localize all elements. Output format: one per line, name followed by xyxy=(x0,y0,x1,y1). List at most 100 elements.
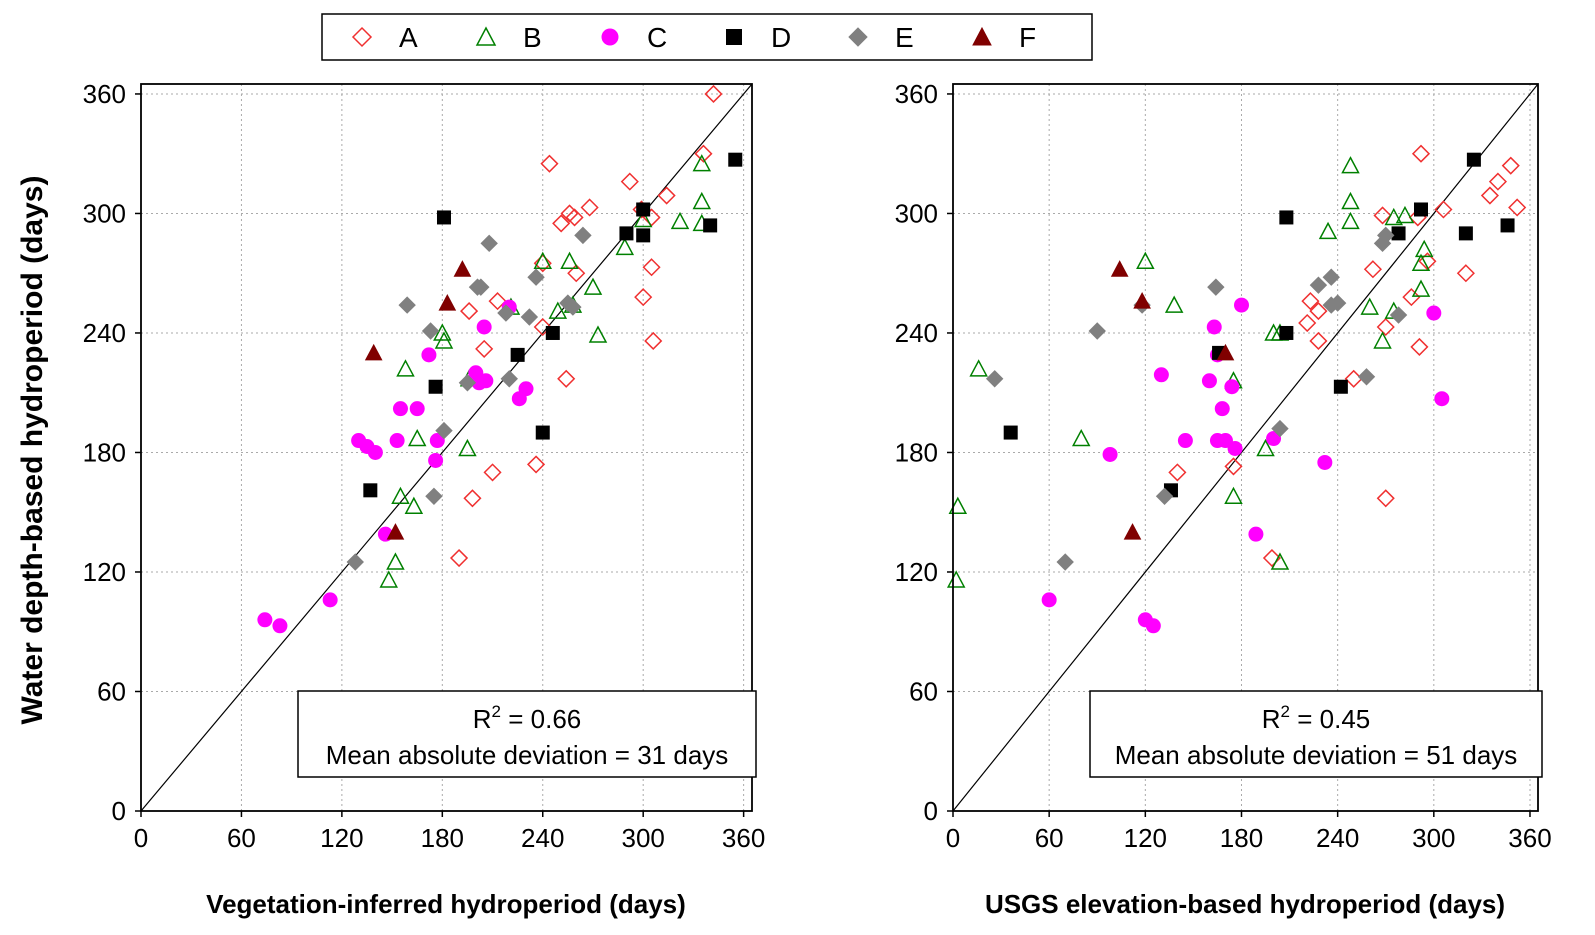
point-A xyxy=(642,258,661,277)
y-tick-label: 120 xyxy=(895,557,938,587)
point-C xyxy=(1214,401,1230,417)
point-B xyxy=(946,570,966,588)
y-tick-label: 180 xyxy=(895,437,938,467)
legend: A B C D E F xyxy=(321,13,1093,61)
x-tick-label: 360 xyxy=(1508,823,1551,853)
point-A xyxy=(475,339,494,358)
point-E xyxy=(435,421,453,440)
point-A xyxy=(1402,288,1421,307)
point-E xyxy=(985,370,1004,388)
legend-label-F: F xyxy=(1019,22,1036,53)
point-A xyxy=(580,198,599,217)
point-B xyxy=(433,323,452,341)
y-tick-label: 0 xyxy=(924,796,938,826)
point-E xyxy=(500,370,518,388)
point-B xyxy=(583,277,603,295)
point-A xyxy=(533,254,552,273)
point-B xyxy=(969,359,988,377)
point-F xyxy=(438,294,457,311)
right-panel: 00 60 60 120 120 180 180 240 240 300 300 360 360 USG… xyxy=(895,79,1552,919)
point-A xyxy=(1344,369,1363,388)
point-D xyxy=(428,379,443,394)
point-B xyxy=(407,428,427,447)
point-A xyxy=(463,489,482,508)
point-F xyxy=(453,260,472,277)
point-E xyxy=(1389,306,1408,324)
point-D xyxy=(1458,226,1473,241)
point-E xyxy=(1309,276,1328,294)
point-D xyxy=(436,210,451,225)
point-A xyxy=(1373,206,1392,225)
legend-label-B: B xyxy=(523,22,542,53)
point-A xyxy=(1298,313,1317,333)
stats-box: R2 = 0.45 Mean absolute deviation = 51 d… xyxy=(1089,690,1543,778)
point-A xyxy=(1376,317,1395,337)
y-tick-label: 60 xyxy=(97,676,126,706)
point-C xyxy=(1145,618,1161,634)
point-C xyxy=(1041,592,1057,608)
legend-box xyxy=(321,13,1093,61)
point-A xyxy=(1480,186,1499,205)
left-panel: 00 60 60 120 120 180 180 240 240 300 300 360 360 Veg… xyxy=(83,79,766,919)
point-C xyxy=(478,373,494,389)
point-A xyxy=(1501,156,1520,175)
point-C xyxy=(389,433,405,449)
point-E xyxy=(527,268,545,286)
point-A xyxy=(533,317,552,337)
point-D xyxy=(363,483,378,498)
point-C xyxy=(1317,454,1333,470)
r-squared-text: R2 = 0.66 xyxy=(473,702,581,734)
mad-text: Mean absolute deviation = 51 days xyxy=(1115,740,1518,770)
point-D xyxy=(545,325,560,340)
point-B xyxy=(1318,221,1338,240)
point-A xyxy=(634,288,653,307)
point-A xyxy=(460,302,479,321)
legend-label-E: E xyxy=(895,22,914,53)
legend-label-D: D xyxy=(771,22,791,53)
x-tick-label: 60 xyxy=(227,823,256,853)
point-B xyxy=(548,301,568,319)
y-tick-label: 360 xyxy=(895,79,938,109)
point-C xyxy=(1201,373,1217,389)
point-B xyxy=(1071,428,1091,447)
point-A xyxy=(557,369,576,388)
point-B xyxy=(386,552,405,570)
point-A xyxy=(1410,337,1429,356)
x-tick-label: 300 xyxy=(621,823,664,853)
plot-frame xyxy=(140,83,753,812)
point-A xyxy=(1168,463,1187,482)
point-B xyxy=(434,331,454,349)
point-A xyxy=(1376,489,1395,508)
y-tick-label: 180 xyxy=(83,437,126,467)
point-E xyxy=(1271,419,1289,438)
y-tick-label: 0 xyxy=(112,796,126,826)
point-A xyxy=(1262,548,1282,568)
y-tick-label: 60 xyxy=(909,676,938,706)
point-E xyxy=(1207,278,1225,296)
point-C xyxy=(322,592,338,608)
x-tick-label: 180 xyxy=(421,823,464,853)
point-B xyxy=(396,359,415,377)
point-B xyxy=(1270,552,1290,570)
r-squared-value: = 0.45 xyxy=(1290,704,1370,734)
point-B xyxy=(458,438,477,457)
point-B xyxy=(560,251,579,270)
point-C xyxy=(428,452,444,468)
point-B xyxy=(615,237,635,256)
point-A xyxy=(1309,331,1328,351)
legend-marker-F xyxy=(972,26,992,46)
point-E xyxy=(472,278,490,296)
point-E xyxy=(1056,553,1074,571)
point-D xyxy=(1391,226,1406,241)
point-A xyxy=(540,154,559,173)
point-A xyxy=(657,186,676,205)
legend-label-C: C xyxy=(647,22,667,53)
point-F xyxy=(1133,292,1151,309)
stats-box: R2 = 0.66 Mean absolute deviation = 31 d… xyxy=(297,690,757,778)
point-D xyxy=(1333,379,1348,394)
point-A xyxy=(567,264,586,283)
point-A xyxy=(483,463,502,482)
point-D xyxy=(1466,152,1481,167)
point-D xyxy=(1003,425,1018,440)
x-tick-label: 240 xyxy=(521,823,564,853)
